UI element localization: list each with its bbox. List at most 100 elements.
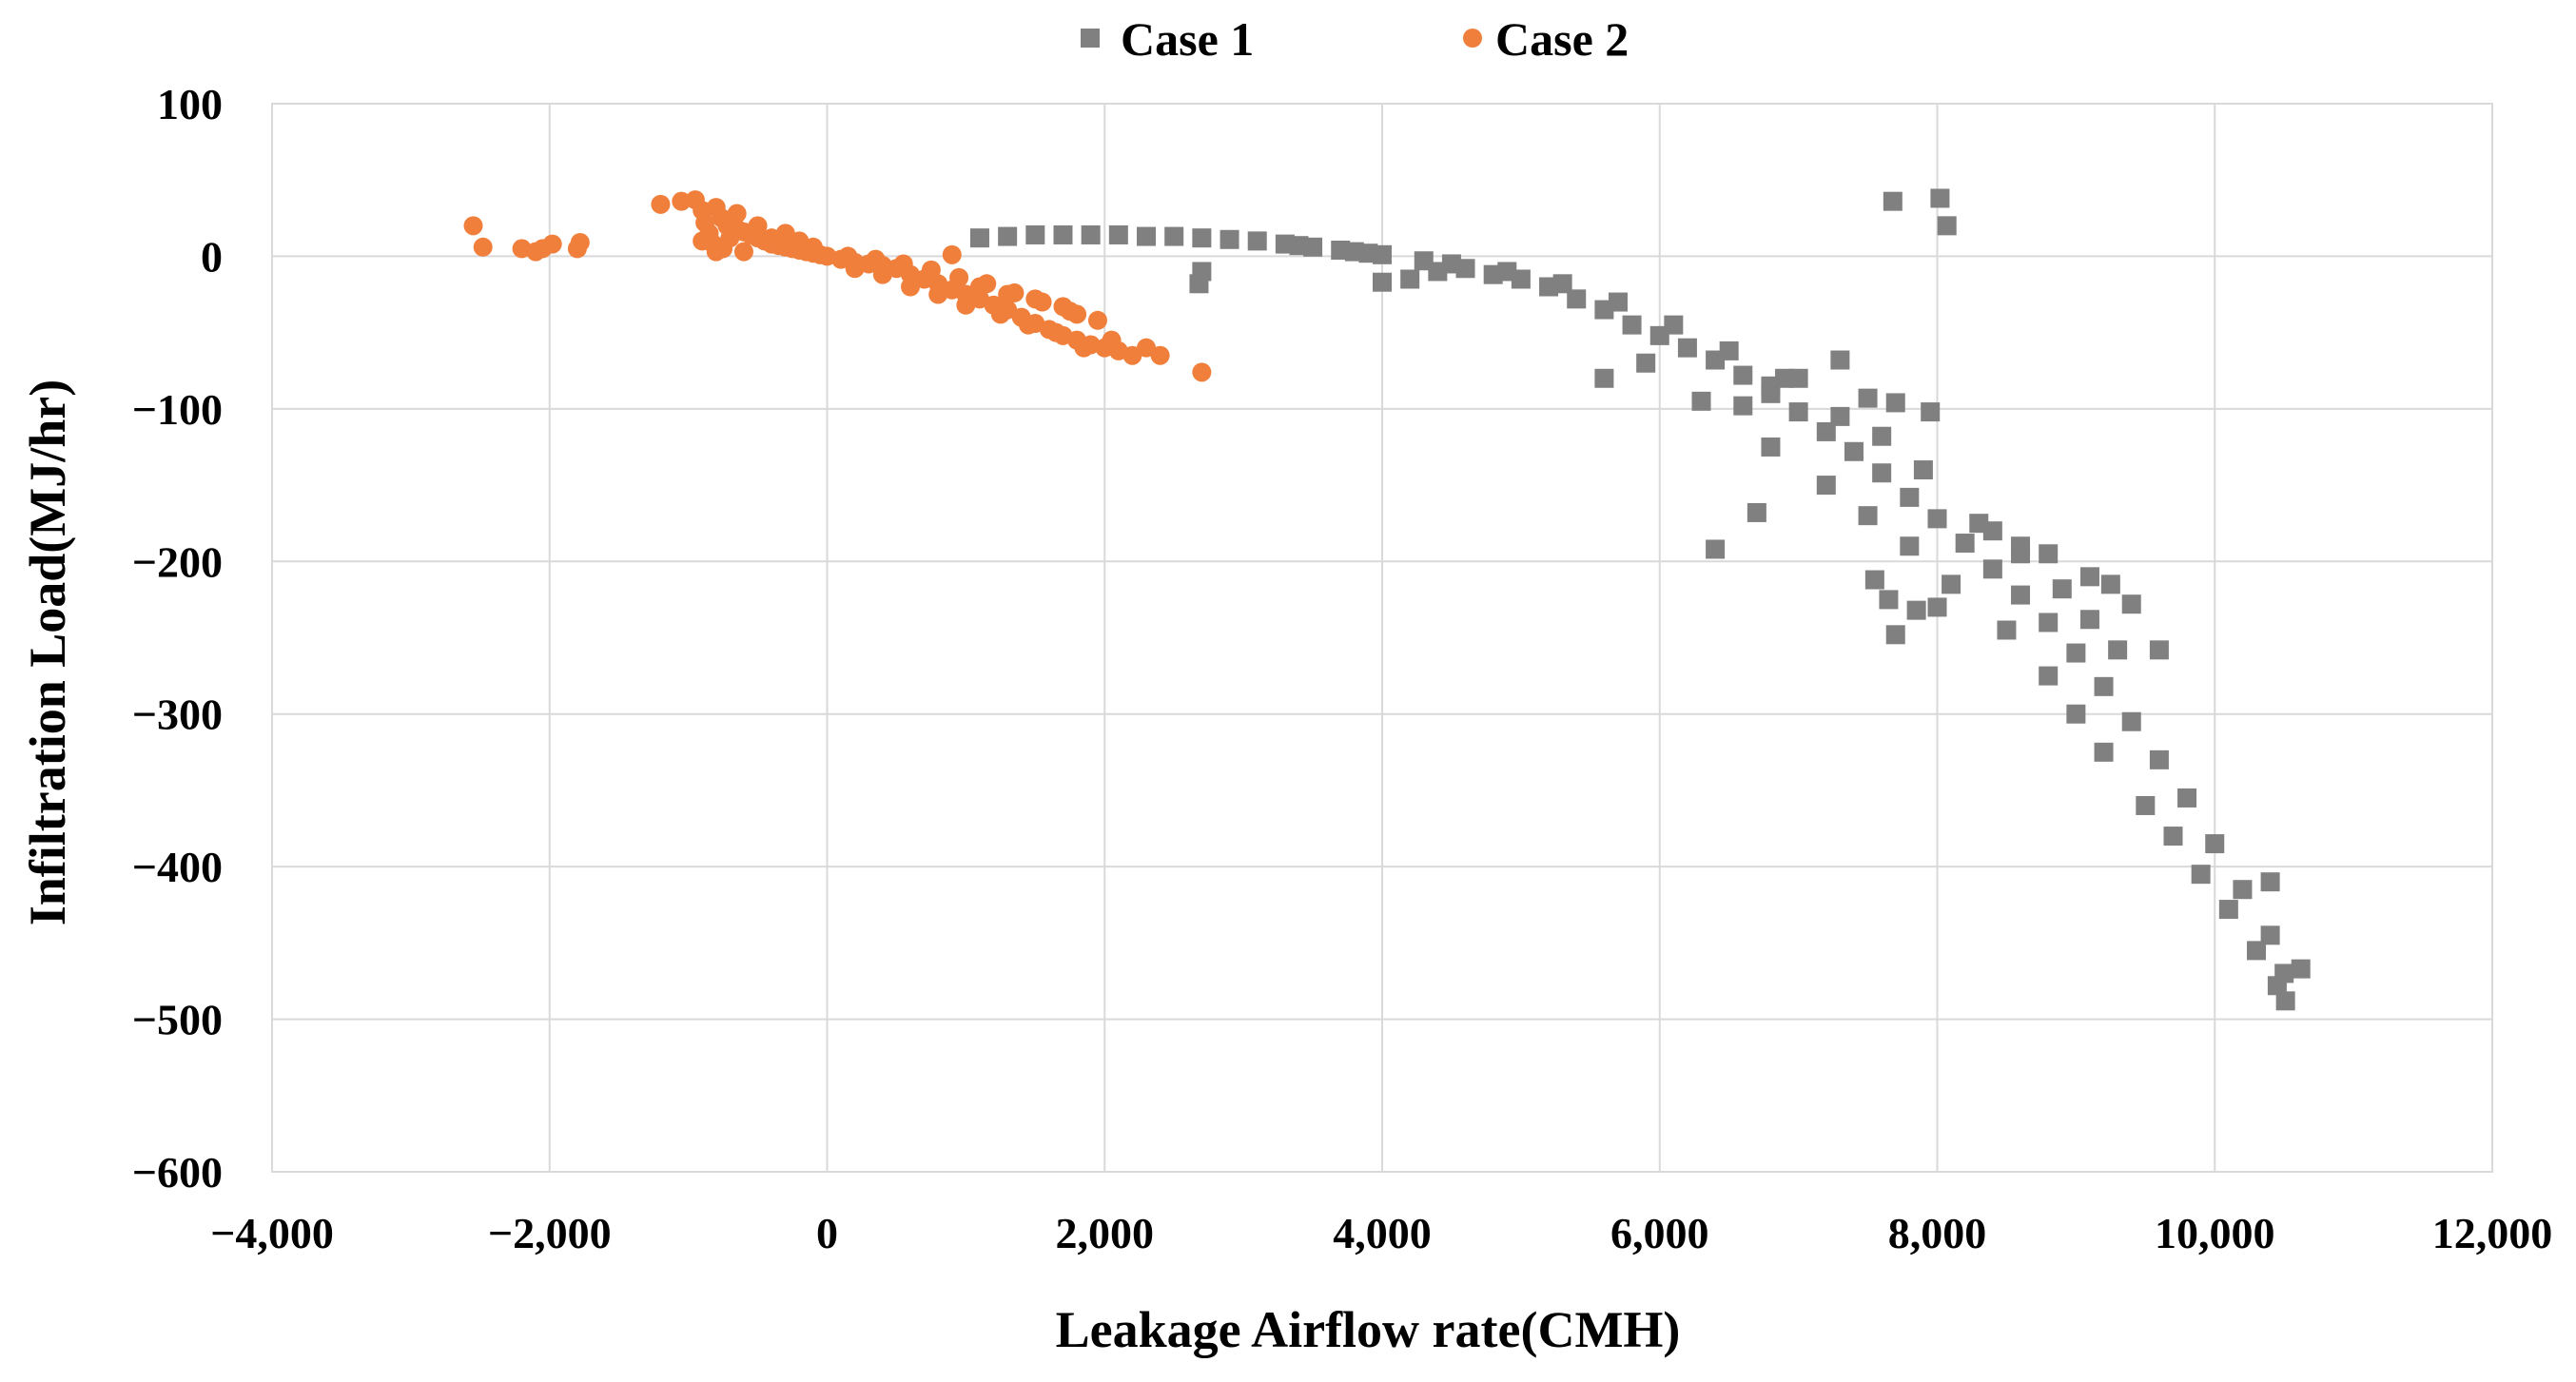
legend-marker-case-2	[1463, 29, 1482, 48]
case-1-point	[1883, 191, 1903, 211]
case-1-point	[2121, 594, 2141, 614]
case-1-point	[998, 226, 1018, 246]
case-1-point	[1400, 269, 1420, 289]
case-2-point	[1102, 330, 1122, 350]
case-1-point	[2233, 880, 2253, 900]
case-1-point	[1608, 292, 1628, 312]
case-1-point	[1594, 368, 1614, 388]
case-1-point	[1677, 338, 1697, 358]
case-1-point	[2260, 925, 2280, 945]
case-2-point	[651, 194, 671, 214]
case-2-point	[977, 274, 997, 294]
case-1-point	[1164, 226, 1184, 246]
case-1-point	[1885, 625, 1905, 645]
case-2-point	[921, 260, 941, 280]
case-1-point	[2052, 579, 2072, 599]
case-1-point	[1497, 262, 1517, 282]
case-1-point	[1921, 402, 1941, 422]
case-1-point	[1937, 216, 1957, 236]
case-1-point	[2275, 991, 2295, 1011]
case-2-point	[1137, 338, 1157, 358]
x-tick-label: 6,000	[1610, 1209, 1709, 1257]
case-2-point	[845, 259, 865, 279]
case-2-point	[775, 224, 795, 243]
case-1-point	[2121, 711, 2141, 731]
case-1-point	[1775, 368, 1795, 388]
case-1-point	[1885, 393, 1905, 413]
case-2-point	[1087, 310, 1107, 330]
case-2-point	[713, 239, 733, 259]
case-1-point	[1788, 402, 1808, 422]
case-1-point	[2260, 872, 2280, 892]
case-1-point	[2136, 795, 2156, 815]
case-2-point	[473, 237, 493, 257]
case-2-point	[1192, 362, 1212, 382]
case-2-point	[928, 284, 948, 304]
x-tick-label: −4,000	[210, 1209, 334, 1257]
plot-frame	[271, 103, 2493, 1173]
y-tick-label: −200	[132, 537, 223, 586]
case-1-point	[1982, 559, 2002, 579]
case-1-point	[1691, 391, 1711, 411]
case-2-point	[866, 249, 886, 269]
case-1-point	[1414, 251, 1434, 271]
case-1-point	[1900, 536, 1920, 556]
case-1-point	[1552, 274, 1572, 294]
case-1-point	[2191, 865, 2211, 885]
x-axis-title: Leakage Airflow rate(CMH)	[1056, 1301, 1681, 1358]
case-1-point	[1664, 315, 1684, 335]
case-1-point	[1373, 272, 1392, 292]
case-1-point	[1872, 426, 1892, 446]
case-2-point	[570, 232, 590, 252]
case-2-point	[542, 234, 562, 254]
case-1-point	[1864, 570, 1884, 590]
case-1-point	[2039, 666, 2059, 686]
case-1-point	[1927, 509, 1947, 529]
case-1-point	[2177, 788, 2197, 808]
case-2-point	[463, 216, 483, 236]
x-tick-label: −2,000	[488, 1209, 612, 1257]
x-axis-ticks: −4,000 −2,000 0 2,000 4,000 6,000 8,000 10,000 1…	[210, 1209, 2552, 1257]
case-1-point	[2247, 941, 2267, 961]
case-2-point	[1122, 345, 1142, 365]
case-2-point	[803, 237, 823, 257]
y-tick-label: −400	[132, 843, 223, 891]
case-1-point	[2100, 574, 2120, 594]
case-1-point	[1844, 441, 1864, 461]
case-1-point	[2066, 704, 2086, 724]
case-2-point	[956, 295, 976, 315]
case-1-point	[1025, 224, 1045, 244]
case-1-point	[1906, 600, 1926, 620]
case-1-point	[2163, 827, 2183, 847]
case-1-point	[1913, 460, 1933, 480]
case-2-point	[1046, 322, 1066, 342]
case-1-point	[2094, 676, 2114, 696]
case-1-point	[1969, 514, 1989, 534]
y-tick-label: 0	[201, 232, 223, 281]
case-1-point	[2066, 643, 2086, 663]
case-1-point	[2094, 742, 2114, 762]
y-axis-ticks: 100 0 −100 −200 −300 −400 −500 −600	[132, 80, 223, 1197]
case-1-point	[2149, 640, 2169, 660]
case-2-point	[949, 267, 969, 287]
case-1-point	[2218, 900, 2238, 920]
case-2-point	[1019, 315, 1039, 335]
case-1-point	[2291, 959, 2311, 979]
case-1-point	[1927, 597, 1947, 617]
case-1-point	[2108, 640, 2128, 660]
case-1-point	[1108, 224, 1128, 244]
case-1-point	[1706, 539, 1726, 559]
x-tick-label: 2,000	[1056, 1209, 1155, 1257]
case-2-point	[733, 242, 753, 262]
case-1-point	[1830, 350, 1850, 370]
case-1-point	[2079, 567, 2099, 587]
case-1-point	[1942, 574, 1961, 594]
y-tick-label: −300	[132, 691, 223, 739]
case-2-point	[672, 191, 692, 211]
series-case-2	[463, 190, 1212, 382]
case-1-point	[1081, 224, 1101, 244]
x-tick-label: 12,000	[2432, 1209, 2553, 1257]
case-1-point	[2039, 613, 2059, 633]
case-1-point	[1900, 487, 1920, 507]
